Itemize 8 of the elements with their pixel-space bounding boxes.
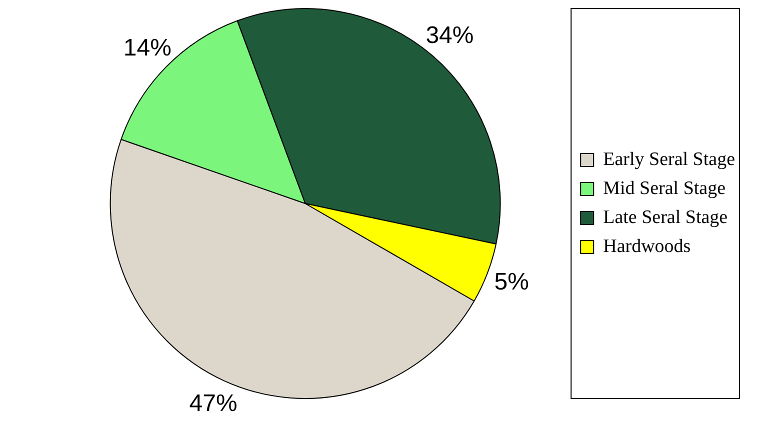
data-label: 5% [494,268,529,296]
legend-label: Early Seral Stage [603,148,736,170]
legend-label: Mid Seral Stage [603,178,726,199]
legend-label: Late Seral Stage [603,206,728,228]
data-label: 34% [426,22,474,49]
data-label: 47% [189,390,238,418]
data-label: 14% [123,34,172,62]
legend-label: Hardwoods [603,236,691,257]
